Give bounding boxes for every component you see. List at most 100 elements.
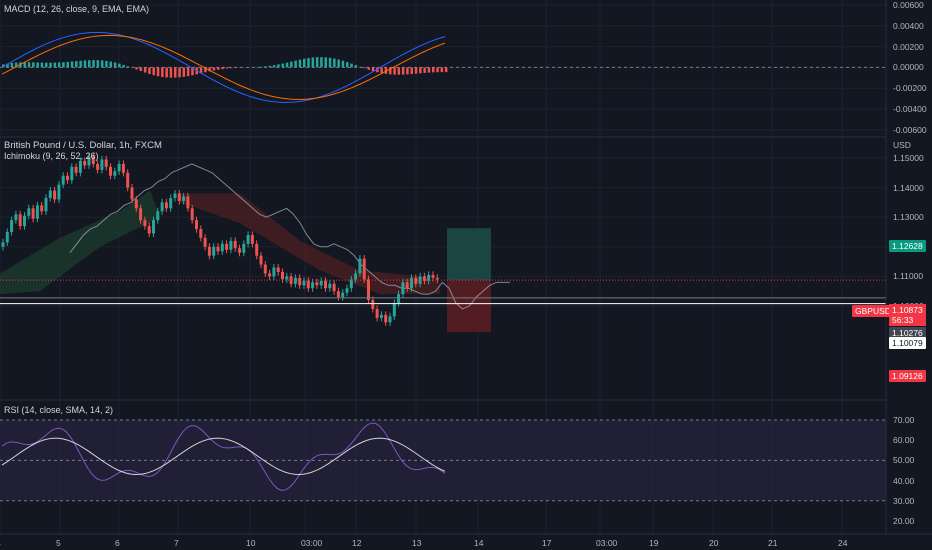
candle-body xyxy=(61,175,65,185)
macd-histogram-bar xyxy=(2,64,5,68)
horizontal-levels xyxy=(0,279,886,305)
candle-body xyxy=(431,274,435,278)
macd-histogram-bar xyxy=(27,62,31,68)
macd-histogram-bar xyxy=(268,65,272,68)
main-axis-tick: 1.15000 xyxy=(893,153,924,163)
rsi-pane xyxy=(0,419,886,502)
candle-body xyxy=(367,279,370,301)
candle-body xyxy=(104,159,108,167)
macd-histogram-bar xyxy=(126,66,130,68)
macd-histogram-bar xyxy=(122,64,125,68)
level-label-2: 1.10079 xyxy=(889,337,926,349)
time-axis-tick: 13 xyxy=(412,538,422,548)
macd-histogram-bar xyxy=(75,61,78,68)
macd-axis-tick: -0.00400 xyxy=(893,104,927,114)
candle-body xyxy=(207,246,211,256)
macd-histogram-bar xyxy=(70,61,74,68)
candle-body xyxy=(66,175,69,181)
macd-histogram-bar xyxy=(320,57,323,68)
candle-body xyxy=(186,196,190,209)
bar-countdown: 56:33 xyxy=(892,315,914,325)
macd-histogram-bar xyxy=(419,67,422,74)
macd-histogram-bar xyxy=(6,63,9,68)
last-price-value: 1.10873 xyxy=(892,305,923,315)
candle-body xyxy=(405,282,409,289)
rsi-axis-tick: 40.00 xyxy=(893,475,915,486)
macd-histogram-bar xyxy=(363,67,366,69)
macd-histogram-bar xyxy=(10,63,14,68)
candle-body xyxy=(117,163,121,172)
macd-histogram-bar xyxy=(307,58,310,68)
candle-body xyxy=(328,283,332,289)
ichimoku-cloud xyxy=(0,190,440,295)
main-axis-tick: 1.14000 xyxy=(893,182,924,193)
macd-histogram-bar xyxy=(397,67,401,75)
macd-histogram-bar xyxy=(212,67,216,71)
rsi-axis-tick: 30.00 xyxy=(893,495,915,506)
candle-body xyxy=(379,314,383,318)
macd-histogram-bar xyxy=(290,61,293,68)
macd-histogram-bar xyxy=(358,66,362,68)
macd-histogram-bar xyxy=(423,67,426,73)
macd-histogram-bar xyxy=(272,65,276,68)
macd-histogram-bar xyxy=(384,67,388,74)
macd-histogram-bar xyxy=(354,65,358,68)
candle-body xyxy=(199,229,203,238)
macd-histogram-bar xyxy=(389,67,392,75)
macd-histogram-bar xyxy=(229,67,233,69)
candle-body xyxy=(281,271,284,280)
candle-body xyxy=(78,160,82,173)
macd-histogram-bar xyxy=(380,67,383,74)
stop-price-label: 1.09126 xyxy=(889,370,926,382)
macd-histogram-bar xyxy=(105,60,108,68)
macd-histogram-bar xyxy=(350,63,353,68)
candle-body xyxy=(268,273,272,277)
candle-body xyxy=(212,246,216,256)
candle-body xyxy=(255,243,259,256)
candle-body xyxy=(319,280,323,286)
macd-histogram-bar xyxy=(341,60,345,68)
rsi-axis-tick: 20.00 xyxy=(893,516,915,526)
macd-histogram-bar xyxy=(118,63,121,68)
macd-histogram-bar xyxy=(174,67,177,78)
level-label-1: 1.10276 xyxy=(889,327,926,339)
signal-line xyxy=(1,34,446,100)
candle-body xyxy=(435,277,439,280)
time-axis-tick: 03:00 xyxy=(596,538,618,548)
candle-body xyxy=(220,243,224,252)
candle-body xyxy=(358,258,362,274)
macd-histogram-bar xyxy=(32,62,35,68)
time-axis-tick: 5 xyxy=(56,538,61,548)
candle-body xyxy=(306,280,310,289)
candle-body xyxy=(152,220,155,234)
candle-body xyxy=(5,232,9,243)
macd-histogram-bar xyxy=(371,67,375,72)
candle-body xyxy=(427,274,431,281)
candle-body xyxy=(259,255,263,265)
macd-histogram-bar xyxy=(260,66,263,68)
candle-body xyxy=(121,163,125,173)
time-axis-tick: 21 xyxy=(768,538,778,548)
candle-body xyxy=(315,282,319,286)
macd-histogram-bar xyxy=(45,62,48,68)
candle-body xyxy=(341,292,345,298)
candle-body xyxy=(130,187,134,200)
macd-histogram-bar xyxy=(92,60,95,68)
macd-histogram-bar xyxy=(285,62,289,68)
time-axis-tick: 03:00 xyxy=(301,538,323,548)
candle-body xyxy=(324,280,327,289)
position-zones xyxy=(447,228,491,332)
candle-body xyxy=(362,258,366,280)
candle-body xyxy=(293,277,297,284)
candle-body xyxy=(134,199,138,209)
candle-body xyxy=(1,242,5,247)
macd-histogram-bar xyxy=(66,61,69,68)
candle-body xyxy=(44,197,48,212)
macd-histogram-bar xyxy=(23,62,26,68)
candle-body xyxy=(225,243,229,250)
macd-histogram-bar xyxy=(148,67,151,74)
candle-body xyxy=(238,248,241,253)
macd-histogram-bar xyxy=(294,60,297,68)
candle-body xyxy=(332,283,336,292)
